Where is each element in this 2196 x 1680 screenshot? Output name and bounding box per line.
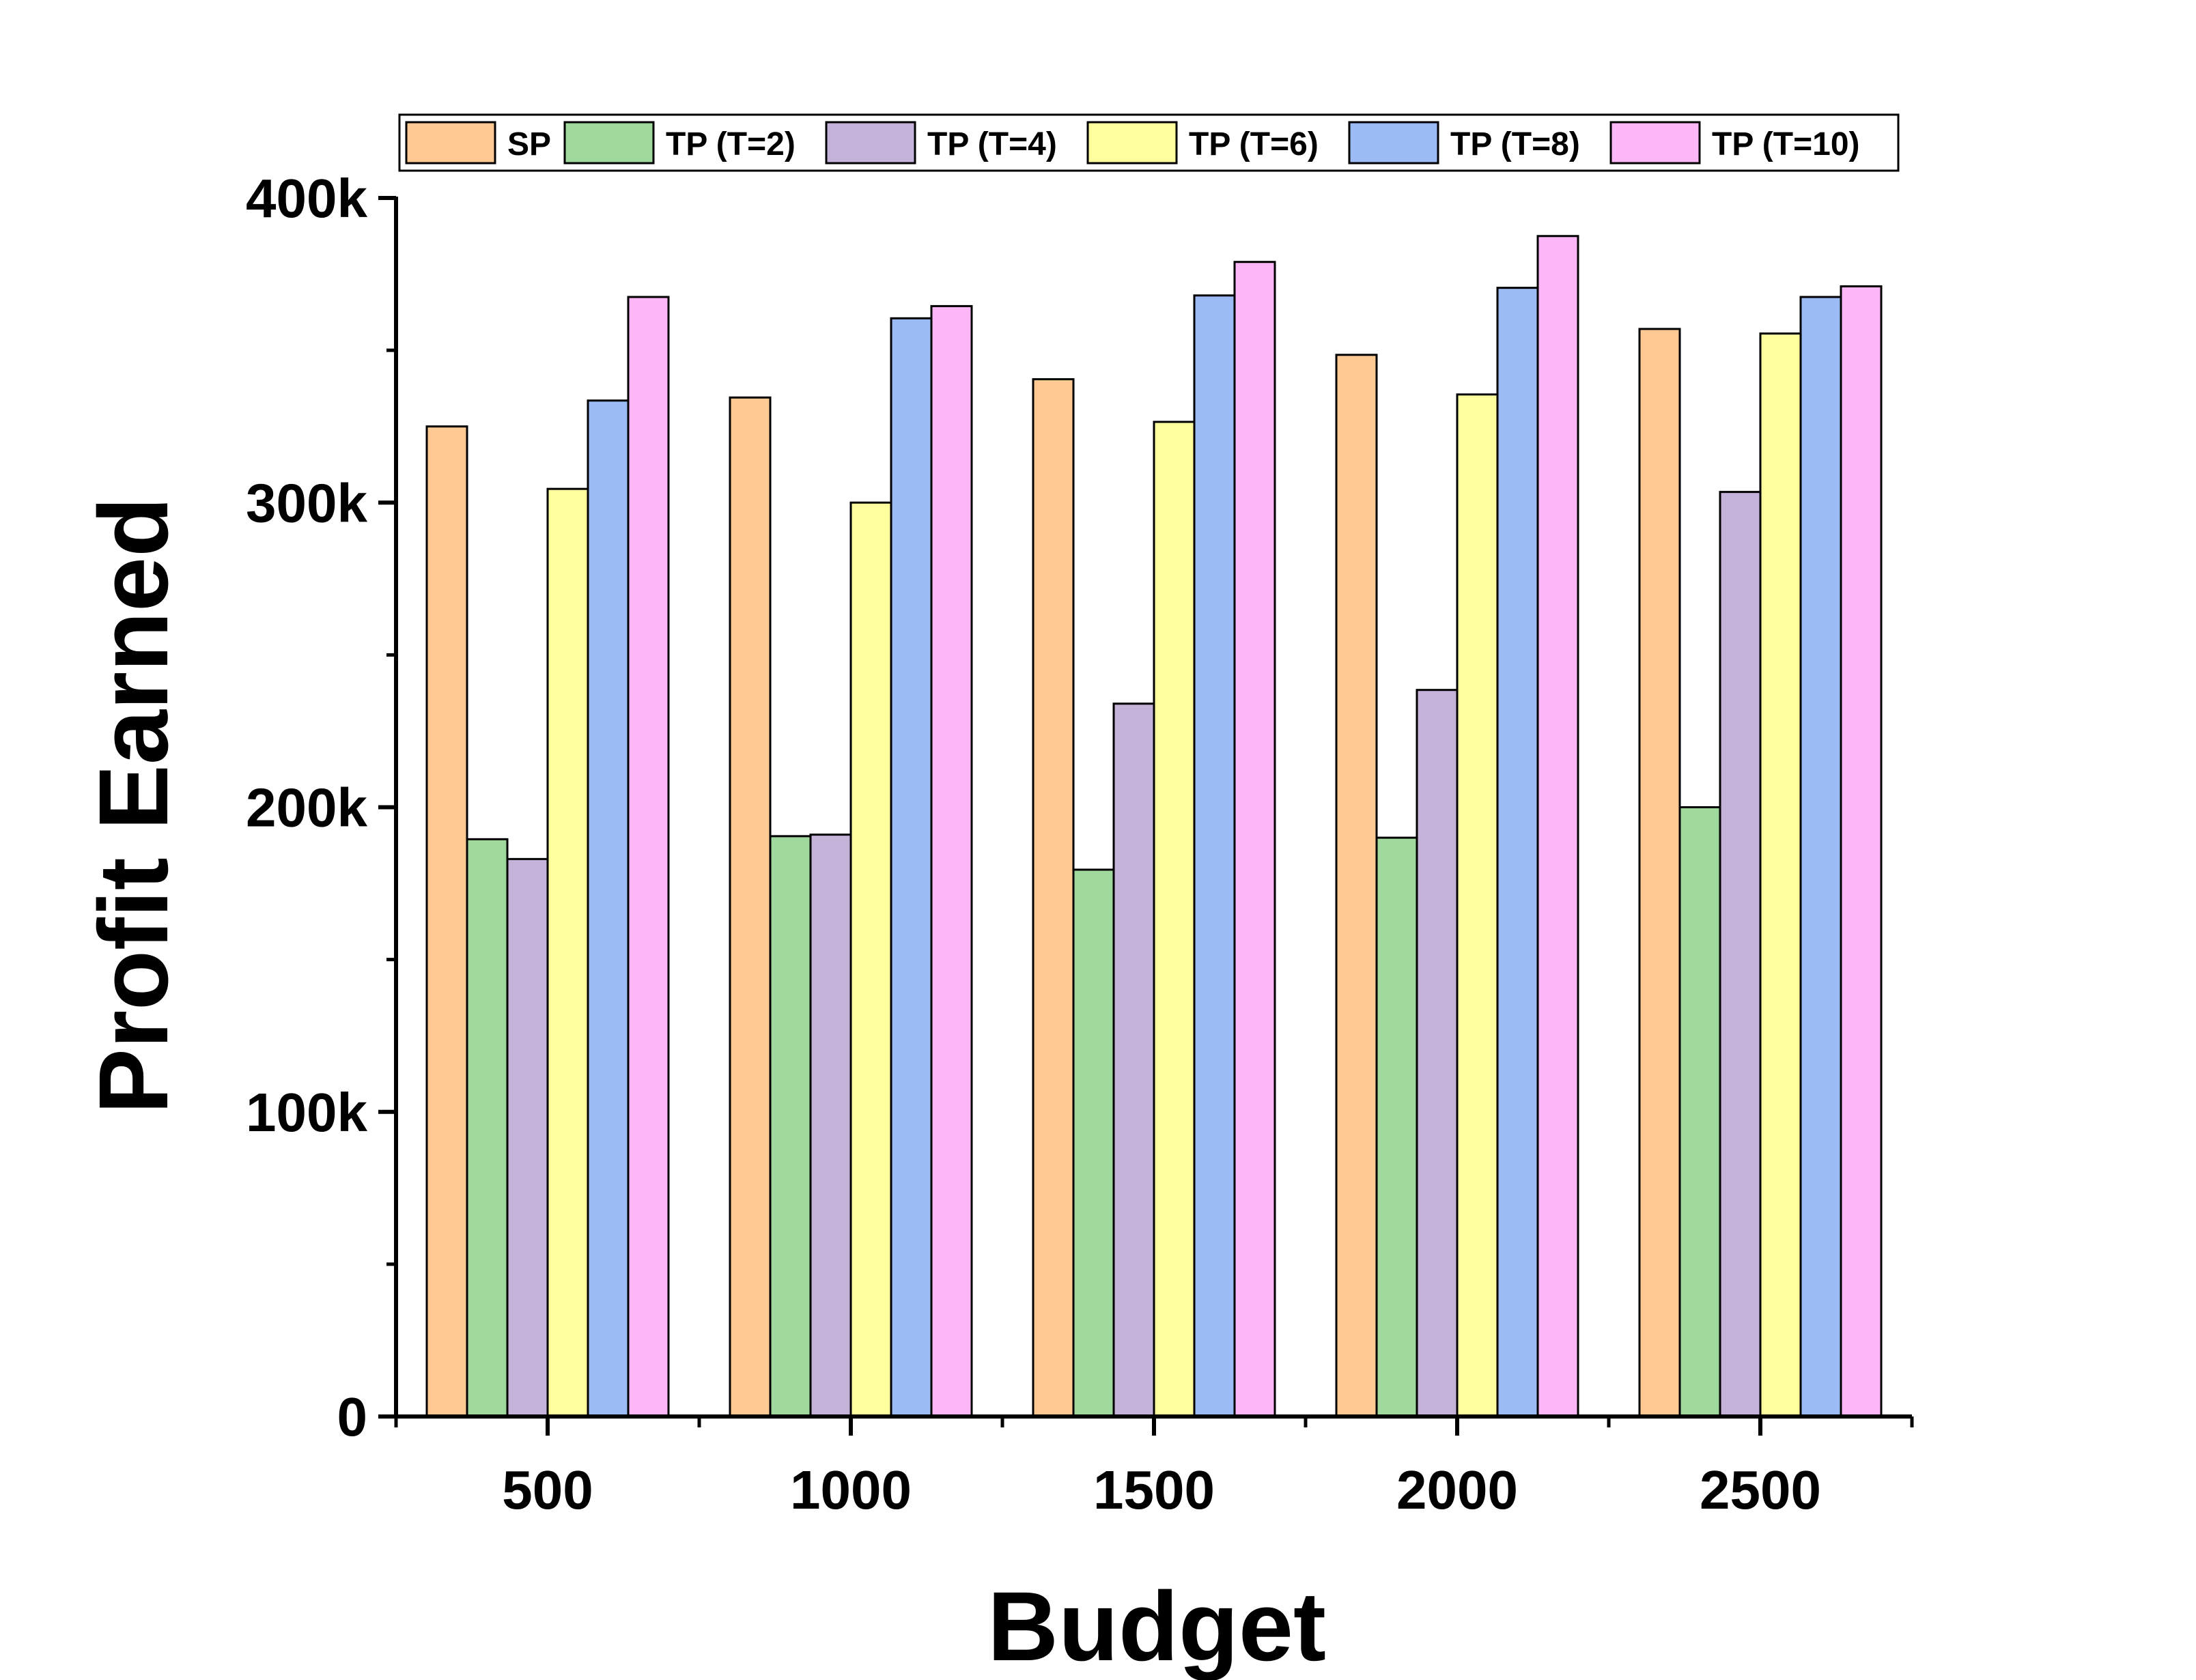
bar-series-group <box>425 235 1883 1418</box>
bar-tp-t-6-1000 <box>849 501 892 1418</box>
bar-tp-t-8-1500 <box>1193 294 1236 1418</box>
bar-tp-t-4-2500 <box>1719 491 1762 1418</box>
bar-tp-t-8-1000 <box>890 317 933 1418</box>
bar-tp-t-4-1500 <box>1112 702 1155 1418</box>
legend-label: TP (T=4) <box>927 126 1057 162</box>
bar-tp-t-10-2500 <box>1840 285 1883 1418</box>
bar-tp-t-10-2000 <box>1536 235 1579 1418</box>
x-axis-title: Budget <box>987 1571 1326 1680</box>
bar-tp-t-10-500 <box>627 296 670 1418</box>
axes-group: 0 100k 200k 300k 400k 500 1000 1500 2000 2500 <box>246 168 1914 1520</box>
bar-tp-t-6-2000 <box>1456 393 1499 1418</box>
bar-tp-t-8-500 <box>587 399 630 1418</box>
y-tick-label: 200k <box>246 778 367 838</box>
legend-swatch <box>1609 121 1701 165</box>
bar-sp-1000 <box>729 396 772 1418</box>
bar-tp-t-4-2000 <box>1416 689 1459 1418</box>
legend-swatch <box>1086 121 1178 165</box>
y-tick-label: 100k <box>246 1082 367 1143</box>
bar-sp-1500 <box>1032 378 1075 1418</box>
x-tick-label: 1500 <box>1093 1460 1215 1520</box>
bar-tp-t-4-1000 <box>809 834 852 1418</box>
bar-tp-t-2-1500 <box>1072 868 1115 1418</box>
bar-sp-2500 <box>1638 328 1681 1418</box>
bar-tp-t-2-1000 <box>769 835 812 1418</box>
bar-tp-t-10-1000 <box>930 304 973 1418</box>
bar-tp-t-2-500 <box>466 838 509 1418</box>
legend-label: TP (T=10) <box>1712 126 1860 162</box>
legend-swatch <box>1348 121 1439 165</box>
legend-swatch <box>405 121 496 165</box>
bar-tp-t-2-2500 <box>1678 806 1721 1418</box>
x-tick-label: 2500 <box>1700 1460 1821 1520</box>
bar-tp-t-8-2500 <box>1799 296 1842 1418</box>
y-tick-label: 300k <box>246 472 367 533</box>
y-tick-label: 400k <box>246 168 367 229</box>
bar-tp-t-4-500 <box>506 857 549 1418</box>
bar-tp-t-6-2500 <box>1759 332 1802 1418</box>
bar-tp-t-6-1500 <box>1153 421 1196 1418</box>
legend-label: TP (T=2) <box>666 126 796 162</box>
bar-sp-500 <box>425 425 468 1418</box>
legend-swatch <box>563 121 655 165</box>
bar-tp-t-2-2000 <box>1375 836 1418 1418</box>
bar-tp-t-6-500 <box>546 487 589 1418</box>
legend-label: SP <box>507 126 551 162</box>
x-tick-label: 500 <box>502 1460 593 1520</box>
y-tick-label: 0 <box>337 1386 368 1447</box>
bar-sp-2000 <box>1335 354 1378 1418</box>
legend: SP TP (T=2) TP (T=4) TP (T=6) TP (T=8) TP (T=… <box>398 113 1900 172</box>
x-tick-label: 1000 <box>790 1460 912 1520</box>
y-axis-title: Profit Earned <box>79 497 188 1114</box>
legend-swatch <box>825 121 916 165</box>
bar-tp-t-8-2000 <box>1496 287 1539 1418</box>
x-tick-label: 2000 <box>1396 1460 1518 1520</box>
bar-tp-t-10-1500 <box>1233 261 1276 1418</box>
legend-label: TP (T=6) <box>1189 126 1319 162</box>
legend-label: TP (T=8) <box>1450 126 1580 162</box>
